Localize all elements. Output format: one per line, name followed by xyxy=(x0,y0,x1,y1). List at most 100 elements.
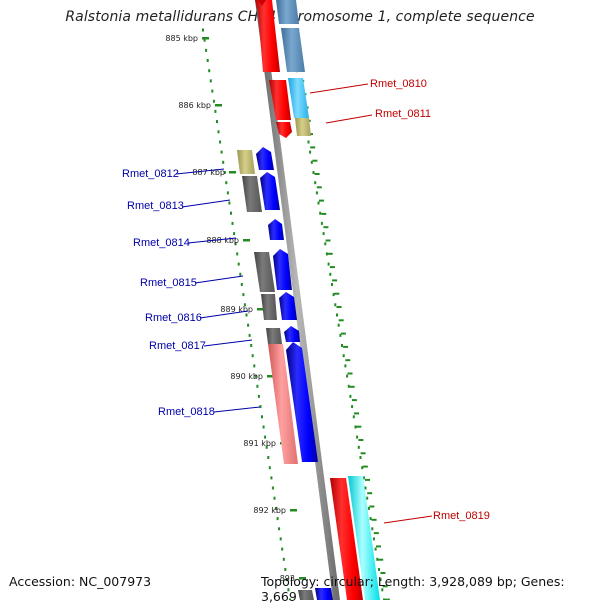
track-dot xyxy=(265,445,268,449)
track-dash xyxy=(354,412,360,415)
track-dot xyxy=(251,354,254,358)
gene-label-rmet-0810[interactable]: Rmet_0810 xyxy=(370,78,427,90)
tick-label: 885 kbp xyxy=(165,34,198,43)
track-dot xyxy=(310,160,313,164)
gene-feature-rmet-0816[interactable] xyxy=(261,292,297,320)
track-dash xyxy=(367,492,373,495)
track-dot xyxy=(206,59,209,62)
track-dash xyxy=(314,173,320,175)
track-dot xyxy=(223,171,226,174)
track-dot xyxy=(336,313,338,317)
track-dash xyxy=(340,332,346,335)
gene-feature-partial-top[interactable] xyxy=(255,0,305,72)
track-dot xyxy=(344,364,347,368)
track-dot xyxy=(257,394,260,398)
track-dot xyxy=(243,303,246,307)
track-dot xyxy=(351,405,354,409)
gene-label-rmet-0819[interactable]: Rmet_0819 xyxy=(433,510,490,522)
track-dot xyxy=(225,181,228,185)
track-dot xyxy=(245,313,248,317)
track-dash xyxy=(312,159,318,162)
track-dot xyxy=(361,466,364,470)
track-dot xyxy=(237,262,240,266)
track-dot xyxy=(312,171,315,174)
track-dot xyxy=(222,160,225,164)
track-dot xyxy=(271,486,274,490)
track-dot xyxy=(275,506,277,510)
gene-labels: Rmet_0810 Rmet_0811 Rmet_0812 Rmet_0813 … xyxy=(122,78,490,524)
track-dot xyxy=(273,496,276,500)
track-dot xyxy=(369,517,372,521)
track-dot xyxy=(315,191,318,195)
tick-mark xyxy=(290,509,297,512)
track-dot xyxy=(379,578,382,582)
track-dot xyxy=(322,232,325,236)
track-dash xyxy=(378,558,384,561)
track-dot xyxy=(327,262,330,266)
gene-label-rmet-0813[interactable]: Rmet_0813 xyxy=(127,200,184,212)
track-dot xyxy=(342,354,345,358)
gene-feature-rmet-0817[interactable] xyxy=(266,326,300,344)
track-dot xyxy=(287,588,290,592)
gene-label-rmet-0812[interactable]: Rmet_0812 xyxy=(122,168,179,180)
track-dash xyxy=(343,345,349,348)
track-dot xyxy=(281,547,284,551)
gene-feature-rmet-0814[interactable] xyxy=(268,219,284,240)
gene-feature-partial-bottom[interactable] xyxy=(298,588,333,600)
track-dot xyxy=(259,405,262,409)
track-dash xyxy=(369,505,375,508)
track-dot xyxy=(337,323,340,327)
track-dot xyxy=(284,568,287,571)
track-dot xyxy=(341,344,343,347)
track-dot xyxy=(208,69,211,73)
track-dash xyxy=(358,439,364,441)
gene-feature-rmet-0819[interactable] xyxy=(330,476,380,600)
track-dot xyxy=(371,527,374,531)
track-dot xyxy=(239,272,242,276)
tick-mark xyxy=(243,239,250,242)
track-dot xyxy=(226,191,229,195)
gene-feature-rmet-0813[interactable] xyxy=(242,172,280,212)
track-dot xyxy=(205,48,208,52)
accession-text: Accession: NC_007973 xyxy=(9,574,152,589)
track-dot xyxy=(231,221,234,225)
gene-label-rmet-0814[interactable]: Rmet_0814 xyxy=(133,237,190,249)
track-dot xyxy=(324,242,327,246)
track-dash xyxy=(310,146,316,149)
track-dot xyxy=(217,130,220,134)
gene-label-rmet-0811[interactable]: Rmet_0811 xyxy=(375,108,431,120)
gene-features xyxy=(237,0,380,600)
gene-feature-rmet-0815[interactable] xyxy=(254,249,292,292)
track-dot xyxy=(279,537,282,541)
gene-feature-rmet-0810[interactable] xyxy=(269,78,309,120)
track-dot xyxy=(347,384,350,388)
track-dot xyxy=(278,527,281,531)
track-dot xyxy=(228,201,231,205)
gene-feature-rmet-0818[interactable] xyxy=(268,342,318,464)
track-dot xyxy=(381,588,384,592)
track-dot xyxy=(367,506,370,510)
gene-label-rmet-0815[interactable]: Rmet_0815 xyxy=(140,277,197,289)
track-dot xyxy=(372,537,375,541)
track-dot xyxy=(247,323,250,327)
gene-label-rmet-0816[interactable]: Rmet_0816 xyxy=(145,312,202,324)
track-dot xyxy=(216,120,218,124)
track-dot xyxy=(270,476,273,480)
track-dot xyxy=(319,211,322,215)
track-dot xyxy=(264,435,267,439)
track-dot xyxy=(309,150,312,154)
gene-label-rmet-0817[interactable]: Rmet_0817 xyxy=(149,340,206,352)
gene-feature-rmet-0812[interactable] xyxy=(237,147,274,174)
track-dot xyxy=(364,486,367,490)
track-dot xyxy=(356,435,359,439)
gene-feature-rmet-0811[interactable] xyxy=(276,118,311,138)
track-dot xyxy=(276,517,279,521)
track-dot xyxy=(282,557,285,561)
gene-label-rmet-0818[interactable]: Rmet_0818 xyxy=(158,406,215,418)
track-dash xyxy=(319,199,324,202)
tick-label: 889 kbp xyxy=(220,305,253,314)
track-dot xyxy=(212,99,215,103)
track-dash xyxy=(362,465,368,468)
track-dot xyxy=(254,374,257,378)
